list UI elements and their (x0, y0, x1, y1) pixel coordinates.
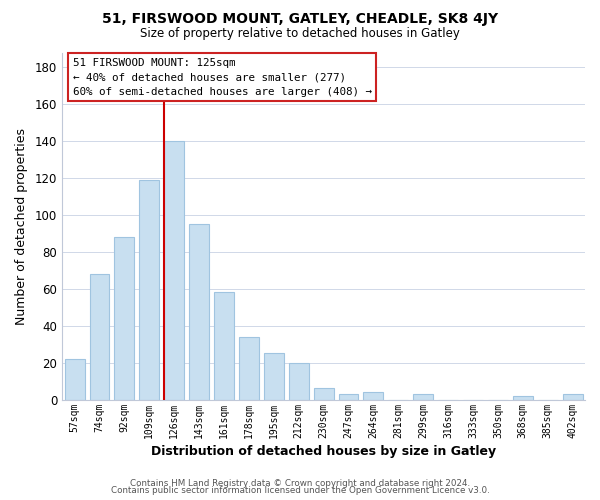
Bar (413, 394, 433, 400)
Bar (89, 274, 109, 400)
Bar (189, 224, 209, 400)
Bar (289, 362, 308, 400)
Text: 51 FIRSWOOD MOUNT: 125sqm
← 40% of detached houses are smaller (277)
60% of semi: 51 FIRSWOOD MOUNT: 125sqm ← 40% of detac… (73, 58, 371, 96)
Bar (115, 237, 134, 400)
Text: 51, FIRSWOOD MOUNT, GATLEY, CHEADLE, SK8 4JY: 51, FIRSWOOD MOUNT, GATLEY, CHEADLE, SK8… (102, 12, 498, 26)
Bar (364, 392, 383, 400)
Bar (214, 292, 234, 400)
Text: Contains public sector information licensed under the Open Government Licence v3: Contains public sector information licen… (110, 486, 490, 495)
Text: Size of property relative to detached houses in Gatley: Size of property relative to detached ho… (140, 28, 460, 40)
Bar (563, 394, 583, 400)
Bar (264, 354, 284, 400)
Bar (239, 337, 259, 400)
Bar (139, 180, 159, 400)
Bar (65, 359, 85, 400)
Y-axis label: Number of detached properties: Number of detached properties (15, 128, 28, 324)
Text: Contains HM Land Registry data © Crown copyright and database right 2024.: Contains HM Land Registry data © Crown c… (130, 478, 470, 488)
X-axis label: Distribution of detached houses by size in Gatley: Distribution of detached houses by size … (151, 444, 496, 458)
Bar (314, 388, 334, 400)
Bar (513, 396, 533, 400)
Bar (338, 394, 358, 400)
Bar (164, 141, 184, 400)
